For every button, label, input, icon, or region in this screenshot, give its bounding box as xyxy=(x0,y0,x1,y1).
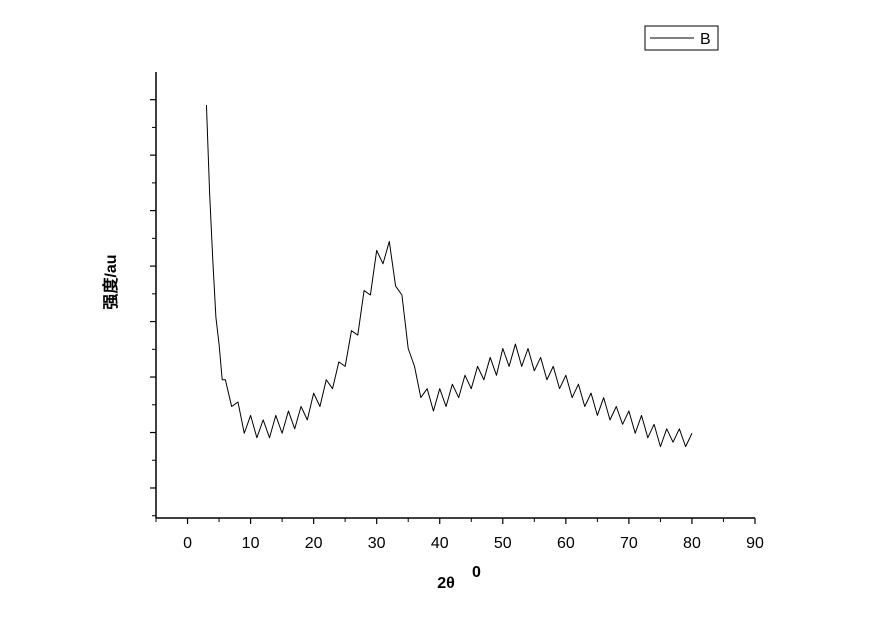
legend-label: B xyxy=(700,31,711,48)
x-axis-label-superscript: 0 xyxy=(472,564,481,581)
x-tick-label: 0 xyxy=(183,535,192,552)
x-tick-label: 30 xyxy=(368,535,386,552)
x-axis-label: 2θ xyxy=(437,575,455,592)
x-tick-label: 50 xyxy=(494,535,512,552)
x-tick-label: 80 xyxy=(683,535,701,552)
x-tick-label: 20 xyxy=(305,535,323,552)
x-tick-label: 90 xyxy=(746,535,764,552)
y-axis-label: 强度/au xyxy=(101,254,120,309)
x-tick-label: 10 xyxy=(242,535,260,552)
x-tick-label: 60 xyxy=(557,535,575,552)
x-tick-label: 40 xyxy=(431,535,449,552)
data-line xyxy=(205,104,693,448)
x-tick-label: 70 xyxy=(620,535,638,552)
